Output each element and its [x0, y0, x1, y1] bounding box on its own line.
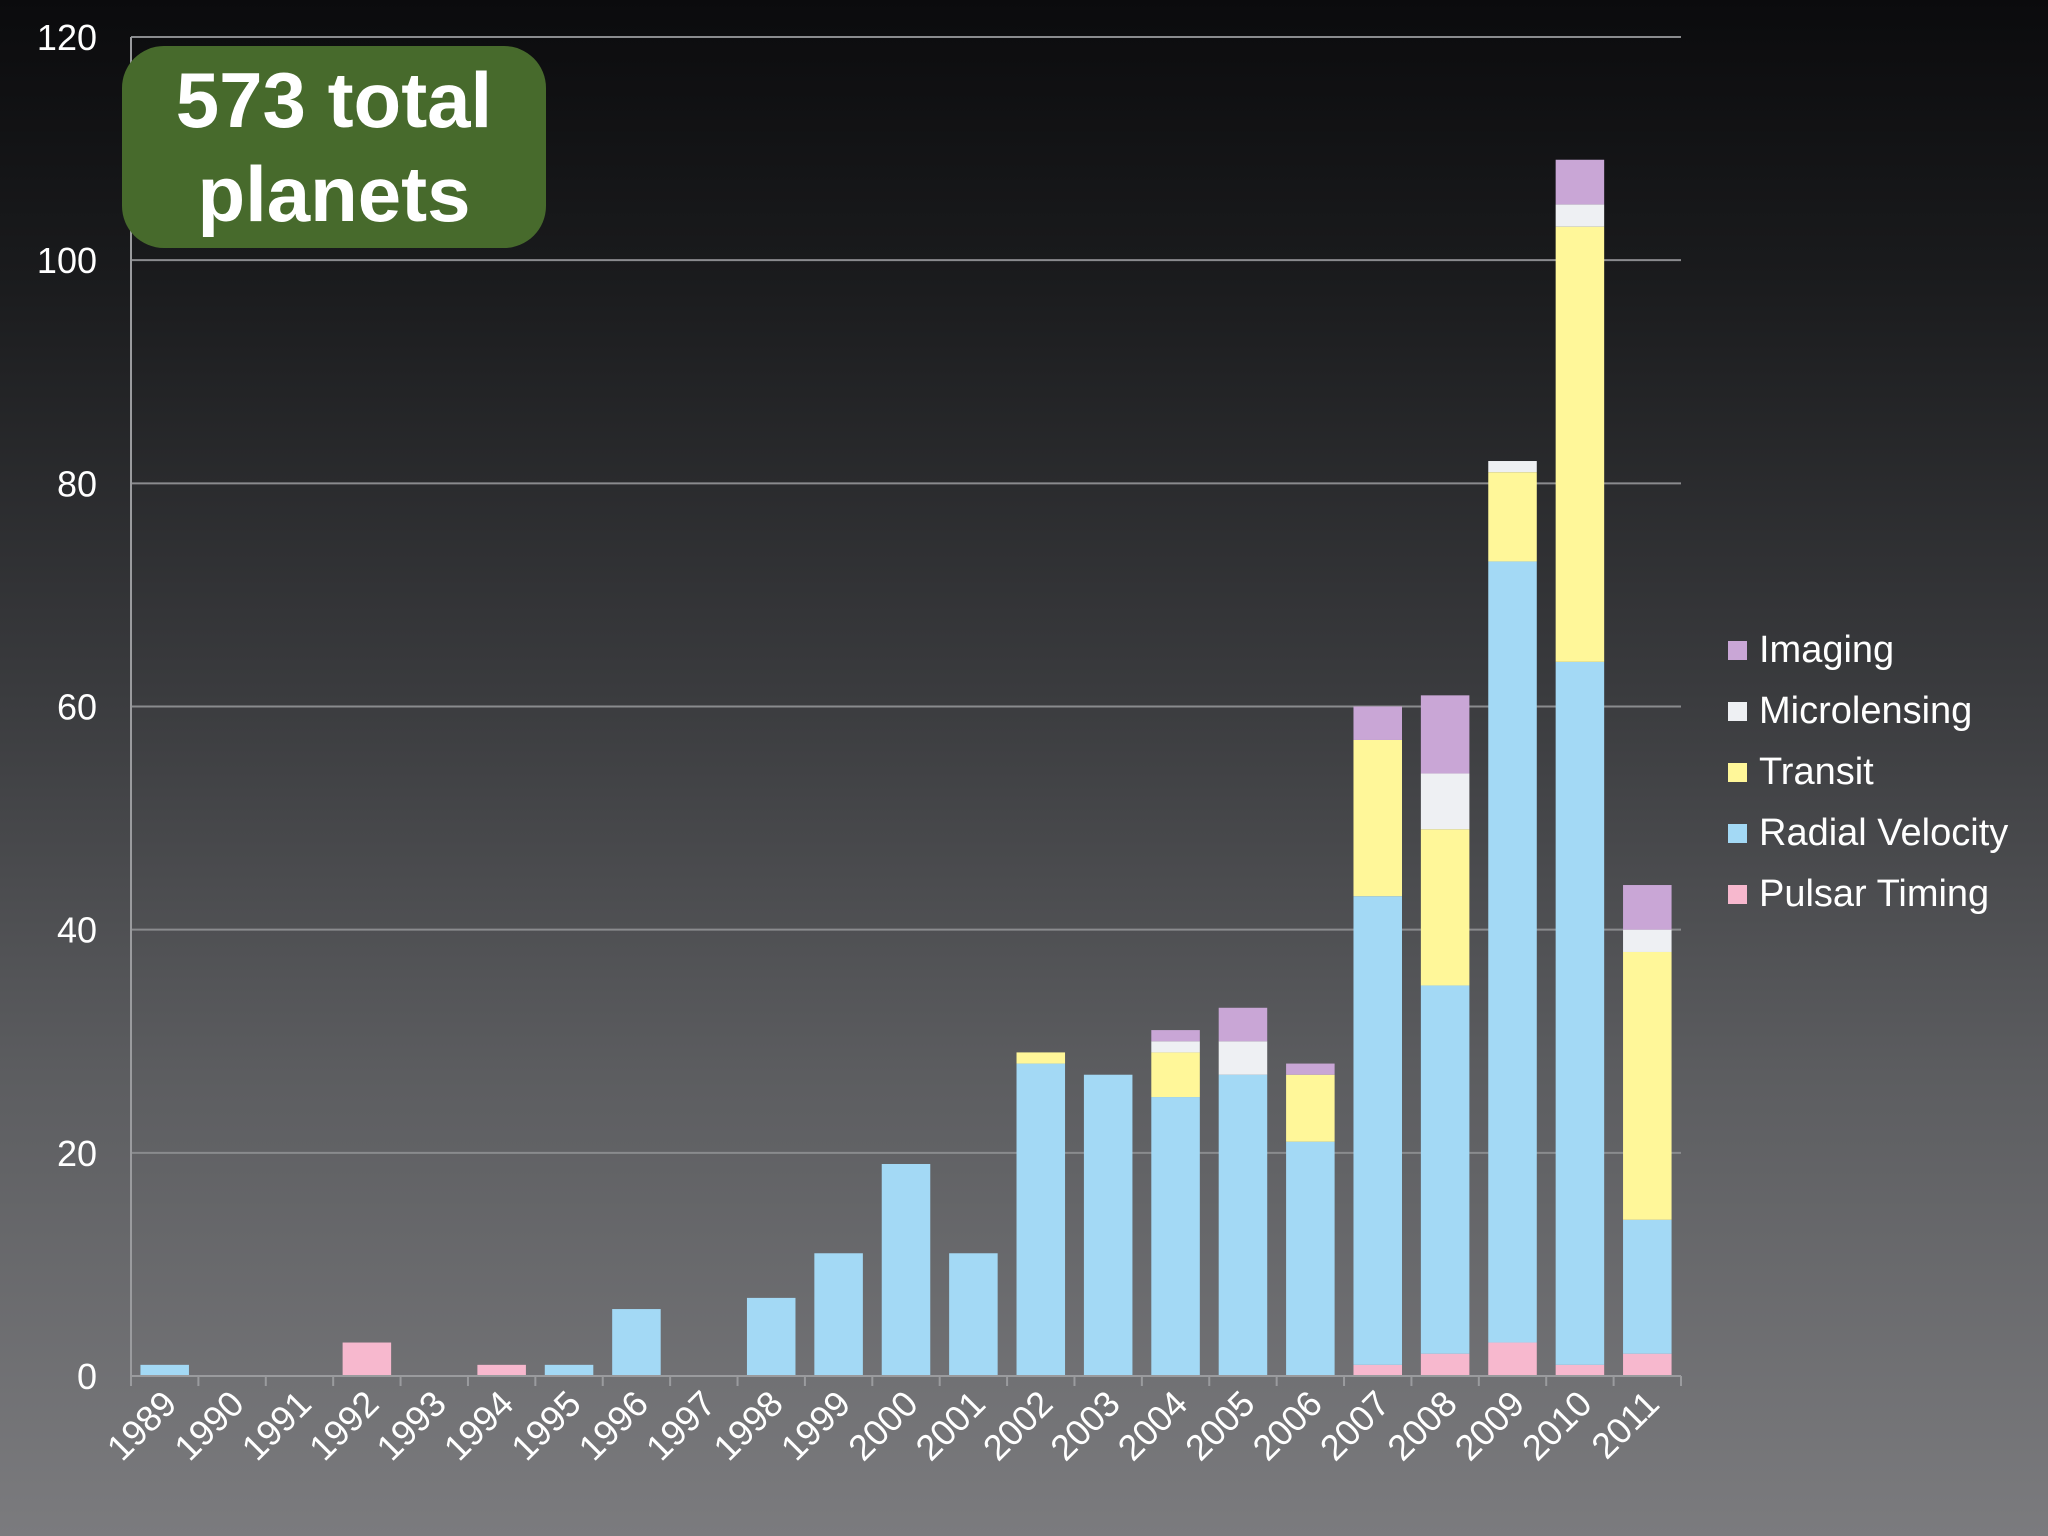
bar-2003-radial-velocity [1083, 1074, 1133, 1376]
bar-2006-imaging [1286, 1063, 1335, 1075]
axes [130, 37, 1682, 1386]
x-tick-label: 1995 [503, 1383, 589, 1469]
legend-item-imaging: Imaging [1728, 620, 2008, 681]
bar-2010-microlensing [1555, 204, 1605, 227]
bars [140, 159, 1672, 1376]
bar-1989-radial-velocity [140, 1364, 189, 1376]
bar-2004-microlensing [1151, 1041, 1200, 1053]
legend-swatch-transit [1728, 763, 1747, 782]
bar-2008-pulsar-timing [1420, 1353, 1470, 1376]
x-tick-label: 2007 [1312, 1383, 1398, 1469]
y-tick-label: 40 [57, 910, 97, 951]
bar-2008-radial-velocity [1420, 985, 1470, 1354]
legend-swatch-pulsar-timing [1728, 885, 1747, 904]
legend-item-microlensing: Microlensing [1728, 681, 2008, 742]
bar-2005-imaging [1218, 1007, 1268, 1042]
y-tick-label: 0 [77, 1356, 97, 1397]
x-tick-label: 1989 [99, 1383, 185, 1469]
legend-item-radial-velocity: Radial Velocity [1728, 803, 2008, 864]
bar-2008-transit [1420, 829, 1470, 986]
bar-1995-radial-velocity [544, 1364, 594, 1376]
y-tick-label: 60 [57, 687, 97, 728]
legend-item-transit: Transit [1728, 742, 2008, 803]
x-tick-label: 1994 [436, 1383, 522, 1469]
bar-2002-transit [1016, 1052, 1066, 1064]
x-tick-label: 1990 [166, 1383, 252, 1469]
bar-2011-microlensing [1623, 929, 1672, 952]
bar-2007-transit [1353, 739, 1402, 897]
bar-2011-transit [1623, 951, 1672, 1220]
callout-line-2: planets [197, 150, 471, 238]
x-tick-label: 1991 [234, 1383, 320, 1469]
bar-2006-radial-velocity [1286, 1141, 1335, 1376]
bar-2004-imaging [1151, 1030, 1200, 1042]
bar-2008-microlensing [1420, 773, 1470, 830]
legend-swatch-imaging [1728, 641, 1747, 660]
legend-label-pulsar-timing: Pulsar Timing [1759, 873, 1990, 915]
bar-2010-transit [1555, 226, 1605, 662]
legend-item-pulsar-timing: Pulsar Timing [1728, 864, 2008, 925]
x-tick-label: 2010 [1514, 1383, 1600, 1469]
bar-2007-imaging [1353, 706, 1402, 740]
legend-label-imaging: Imaging [1759, 629, 1895, 671]
x-tick-label: 2009 [1447, 1383, 1533, 1469]
x-tick-label: 2001 [907, 1383, 993, 1469]
x-tick-label: 2008 [1379, 1383, 1465, 1469]
bar-2011-imaging [1623, 885, 1672, 930]
bar-2010-radial-velocity [1555, 661, 1605, 1365]
chart-legend: Imaging Microlensing Transit Radial Velo… [1728, 620, 2008, 925]
bar-2008-imaging [1420, 695, 1470, 774]
bar-2010-pulsar-timing [1555, 1364, 1605, 1376]
bar-2005-microlensing [1218, 1041, 1268, 1075]
y-tick-label: 100 [37, 240, 97, 281]
y-tick-labels: 0 20 40 60 80 100 120 [37, 17, 97, 1397]
bar-2005-radial-velocity [1218, 1074, 1268, 1376]
bar-2009-transit [1488, 472, 1537, 562]
bar-2002-radial-velocity [1016, 1063, 1066, 1376]
x-tick-labels: 1989199019911992199319941995199619971998… [99, 1383, 1667, 1469]
bar-1992-pulsar-timing [342, 1342, 392, 1376]
bar-2004-radial-velocity [1151, 1097, 1200, 1376]
bar-1998-radial-velocity [746, 1297, 796, 1376]
bar-2010-imaging [1555, 159, 1605, 205]
x-tick-label: 2004 [1110, 1383, 1196, 1469]
y-tick-label: 120 [37, 17, 97, 58]
legend-label-radial-velocity: Radial Velocity [1759, 812, 2009, 854]
x-tick-label: 1997 [638, 1383, 724, 1469]
x-tick-label: 1996 [570, 1383, 656, 1469]
total-planets-callout: 573 total planets [122, 46, 546, 248]
legend-swatch-radial-velocity [1728, 824, 1747, 843]
bar-2011-pulsar-timing [1623, 1353, 1672, 1376]
x-tick-label: 2011 [1583, 1383, 1667, 1467]
x-tick-label: 1993 [368, 1383, 454, 1469]
x-tick-label: 2000 [840, 1383, 926, 1469]
bar-2004-transit [1151, 1052, 1200, 1098]
bar-2009-microlensing [1488, 461, 1537, 473]
bar-2007-pulsar-timing [1353, 1364, 1402, 1376]
bar-2001-radial-velocity [949, 1253, 998, 1376]
bar-1999-radial-velocity [814, 1253, 863, 1376]
bar-2009-pulsar-timing [1488, 1342, 1537, 1376]
y-tick-label: 80 [57, 463, 97, 504]
bar-2011-radial-velocity [1623, 1219, 1672, 1354]
bar-2007-radial-velocity [1353, 896, 1402, 1365]
y-tick-label: 20 [57, 1133, 97, 1174]
x-tick-label: 2003 [1042, 1383, 1128, 1469]
bar-2000-radial-velocity [881, 1163, 931, 1376]
x-tick-label: 1999 [773, 1383, 859, 1469]
x-tick-label: 2002 [975, 1383, 1061, 1469]
bar-2006-transit [1286, 1074, 1335, 1142]
bar-1996-radial-velocity [612, 1309, 661, 1376]
legend-swatch-microlensing [1728, 702, 1747, 721]
legend-label-microlensing: Microlensing [1759, 690, 1973, 732]
callout-line-1: 573 total [175, 56, 493, 144]
x-tick-label: 2006 [1244, 1383, 1330, 1469]
bar-1994-pulsar-timing [477, 1364, 526, 1376]
legend-label-transit: Transit [1759, 751, 1874, 793]
x-tick-label: 1992 [301, 1383, 387, 1469]
x-tick-label: 1998 [705, 1383, 791, 1469]
bar-2009-radial-velocity [1488, 561, 1537, 1343]
x-tick-label: 2005 [1177, 1383, 1263, 1469]
